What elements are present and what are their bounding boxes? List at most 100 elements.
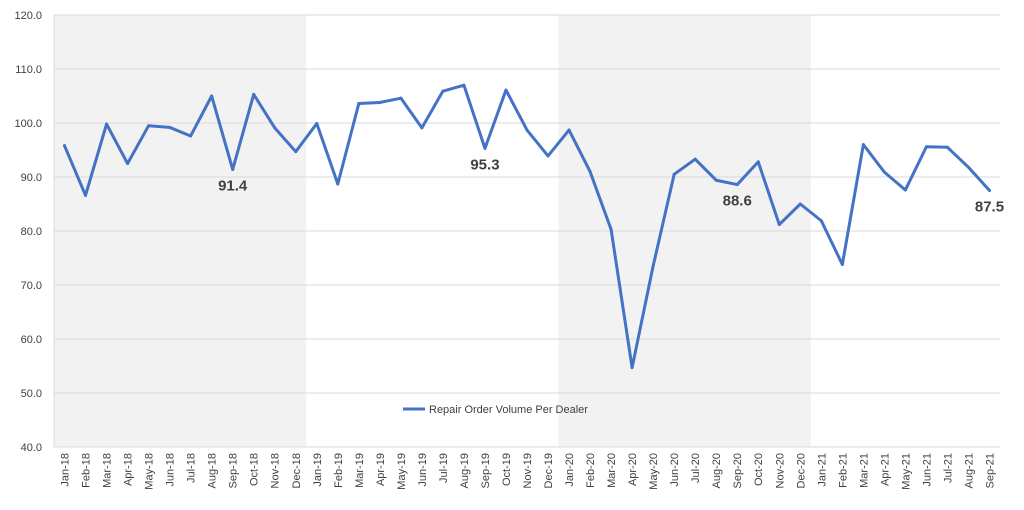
data-point	[273, 126, 277, 130]
data-label: 91.4	[218, 177, 248, 194]
legend-label: Repair Order Volume Per Dealer	[429, 404, 588, 416]
data-point	[651, 264, 655, 268]
data-point	[693, 157, 697, 161]
x-tick-label: Jan-18	[60, 453, 72, 487]
data-point	[252, 92, 256, 96]
x-tick-label: Dec-19	[543, 453, 555, 488]
x-tick-label: Nov-18	[270, 453, 282, 488]
x-tick-label: Dec-18	[291, 453, 303, 488]
x-tick-label: Apr-19	[375, 453, 387, 486]
x-tick-label: Nov-20	[774, 453, 786, 488]
data-point	[588, 170, 592, 174]
x-tick-label: Oct-18	[249, 453, 261, 486]
x-tick-label: Mar-18	[102, 453, 114, 488]
gridlines	[53, 14, 1000, 448]
data-labels: 91.4 95.3 88.6 87.5	[218, 156, 1004, 215]
x-tick-label: Nov-19	[522, 453, 534, 488]
x-tick-label: Sep-18	[228, 453, 240, 488]
x-tick-label: Aug-19	[459, 453, 471, 488]
y-tick-label: 100.0	[14, 118, 42, 130]
data-point	[924, 145, 928, 149]
x-tick-label: Jul-18	[186, 453, 198, 483]
data-point	[714, 178, 718, 182]
data-point	[357, 102, 361, 106]
data-point	[336, 182, 340, 186]
y-tick-label: 50.0	[21, 388, 42, 400]
y-axis-ticks: 40.0 50.0 60.0 70.0 80.0 90.0 100.0 110.0 120.0	[14, 10, 42, 454]
x-tick-label: Feb-21	[837, 453, 849, 488]
data-point	[504, 88, 508, 92]
x-tick-label: Dec-20	[795, 453, 807, 488]
y-tick-label: 90.0	[21, 172, 42, 184]
x-axis-ticks: Jan-18 Feb-18 Mar-18 Apr-18 May-18 Jun-18 Jul-…	[60, 453, 997, 490]
y-tick-label: 110.0	[15, 64, 42, 76]
data-point	[861, 143, 865, 147]
data-point	[399, 96, 403, 100]
x-tick-label: Feb-19	[333, 453, 345, 488]
data-point	[903, 188, 907, 192]
x-tick-label: Oct-19	[501, 453, 513, 486]
x-tick-label: May-18	[144, 453, 156, 490]
x-tick-label: Aug-18	[207, 453, 219, 488]
x-tick-label: Jul-20	[690, 453, 702, 483]
x-tick-label: Apr-20	[627, 453, 639, 486]
data-point	[210, 94, 214, 98]
x-tick-label: Aug-20	[711, 453, 723, 488]
data-point	[63, 144, 67, 148]
x-tick-label: Sep-21	[984, 453, 996, 488]
x-tick-label: Jun-21	[921, 453, 933, 487]
data-point	[735, 183, 739, 187]
data-point	[84, 193, 88, 197]
data-point	[462, 83, 466, 87]
data-point	[483, 146, 487, 150]
data-point	[168, 125, 172, 129]
y-tick-label: 120.0	[14, 10, 42, 22]
data-point	[819, 219, 823, 223]
data-point	[630, 366, 634, 370]
x-tick-label: Sep-19	[480, 453, 492, 488]
x-tick-label: Jun-20	[669, 453, 681, 487]
data-point	[126, 162, 130, 165]
data-point	[609, 227, 613, 231]
x-tick-label: Jun-19	[417, 453, 429, 487]
x-tick-label: Feb-18	[81, 453, 93, 488]
data-point	[987, 189, 991, 192]
data-point	[546, 154, 550, 158]
data-point	[147, 124, 151, 128]
data-point	[378, 100, 382, 104]
x-tick-label: Jun-18	[165, 453, 177, 487]
y-tick-label: 40.0	[21, 442, 42, 454]
data-point	[882, 170, 886, 174]
data-point	[777, 223, 781, 227]
x-tick-label: Aug-21	[963, 453, 975, 488]
x-tick-label: Feb-20	[585, 453, 597, 488]
x-tick-label: Mar-19	[354, 453, 366, 488]
data-point	[525, 128, 529, 132]
x-tick-label: Mar-20	[606, 453, 618, 488]
data-point	[294, 150, 298, 154]
x-tick-label: Sep-20	[732, 453, 744, 488]
data-point	[315, 122, 319, 126]
data-point	[966, 165, 970, 169]
y-tick-label: 70.0	[21, 280, 42, 292]
x-tick-label: Jan-21	[816, 453, 828, 487]
y-tick-label: 60.0	[21, 334, 42, 346]
x-tick-label: Apr-21	[879, 453, 891, 486]
x-tick-label: Oct-20	[753, 453, 765, 486]
data-point	[798, 202, 802, 206]
data-point	[945, 145, 949, 149]
data-point	[672, 172, 676, 176]
x-tick-label: May-21	[900, 453, 912, 490]
data-point	[231, 167, 235, 171]
data-label: 95.3	[470, 156, 499, 173]
y-tick-label: 80.0	[21, 226, 42, 238]
x-tick-label: Jul-19	[438, 453, 450, 483]
series-group	[63, 83, 991, 370]
data-point	[441, 89, 445, 93]
data-point	[420, 126, 424, 130]
legend: Repair Order Volume Per Dealer	[403, 404, 588, 416]
x-tick-label: Jan-20	[564, 453, 576, 487]
data-point	[105, 122, 109, 126]
data-label: 88.6	[723, 193, 752, 210]
